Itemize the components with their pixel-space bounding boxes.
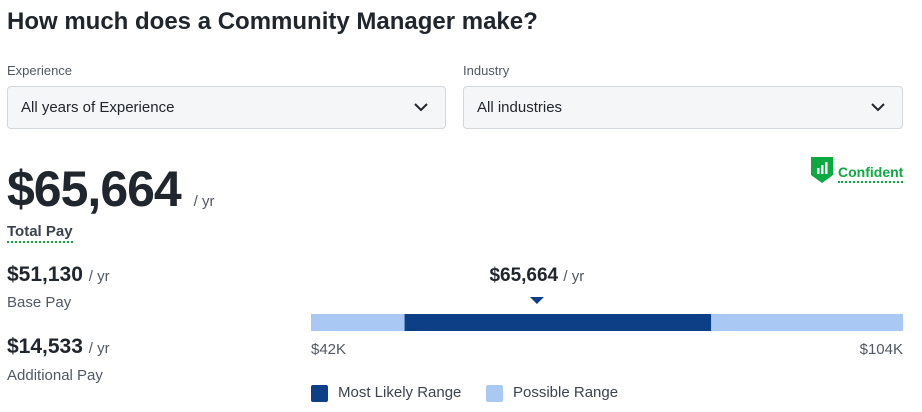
range-min: $42K: [311, 341, 347, 358]
confidence-icon: [811, 157, 833, 183]
additional-pay-amount: $14,533 / yr: [7, 335, 110, 359]
amount: $51,130: [7, 263, 83, 286]
amount: $65,664: [489, 265, 559, 286]
chevron: [871, 103, 885, 112]
additional-pay-label: Additional Pay: [7, 367, 103, 384]
confidence-label[interactable]: Confident: [838, 164, 904, 183]
marker-label: $65,664 / yr: [489, 265, 584, 287]
industry-dropdown[interactable]: All industries: [463, 86, 903, 129]
total-pay-amount: $65,664 / yr: [7, 160, 215, 218]
legend-label: Possible Range: [513, 384, 619, 401]
total-pay-label[interactable]: Total Pay: [7, 223, 73, 243]
unit: / yr: [563, 268, 585, 285]
range-bar: [311, 297, 903, 331]
unit: / yr: [88, 340, 110, 357]
legend-swatch: [311, 385, 328, 402]
unit: / yr: [88, 268, 110, 285]
experience-dropdown[interactable]: All years of Experience: [7, 86, 446, 129]
filter-label: Experience: [7, 63, 73, 78]
chevron: [414, 103, 428, 112]
amount: $65,664: [7, 161, 182, 217]
legend-swatch: [486, 385, 503, 402]
legend-label: Most Likely Range: [338, 384, 462, 401]
filter-label: Industry: [463, 63, 510, 78]
dropdown-value: All industries: [477, 99, 563, 116]
base-pay-amount: $51,130 / yr: [7, 263, 110, 287]
unit: / yr: [193, 193, 215, 210]
page-title: How much does a Community Manager make?: [7, 8, 538, 35]
base-pay-label: Base Pay: [7, 294, 72, 311]
dropdown-value: All years of Experience: [21, 99, 175, 116]
most-likely-range: [404, 314, 712, 331]
amount: $14,533: [7, 335, 83, 358]
range-max: $104K: [859, 341, 903, 358]
marker: [529, 297, 544, 304]
